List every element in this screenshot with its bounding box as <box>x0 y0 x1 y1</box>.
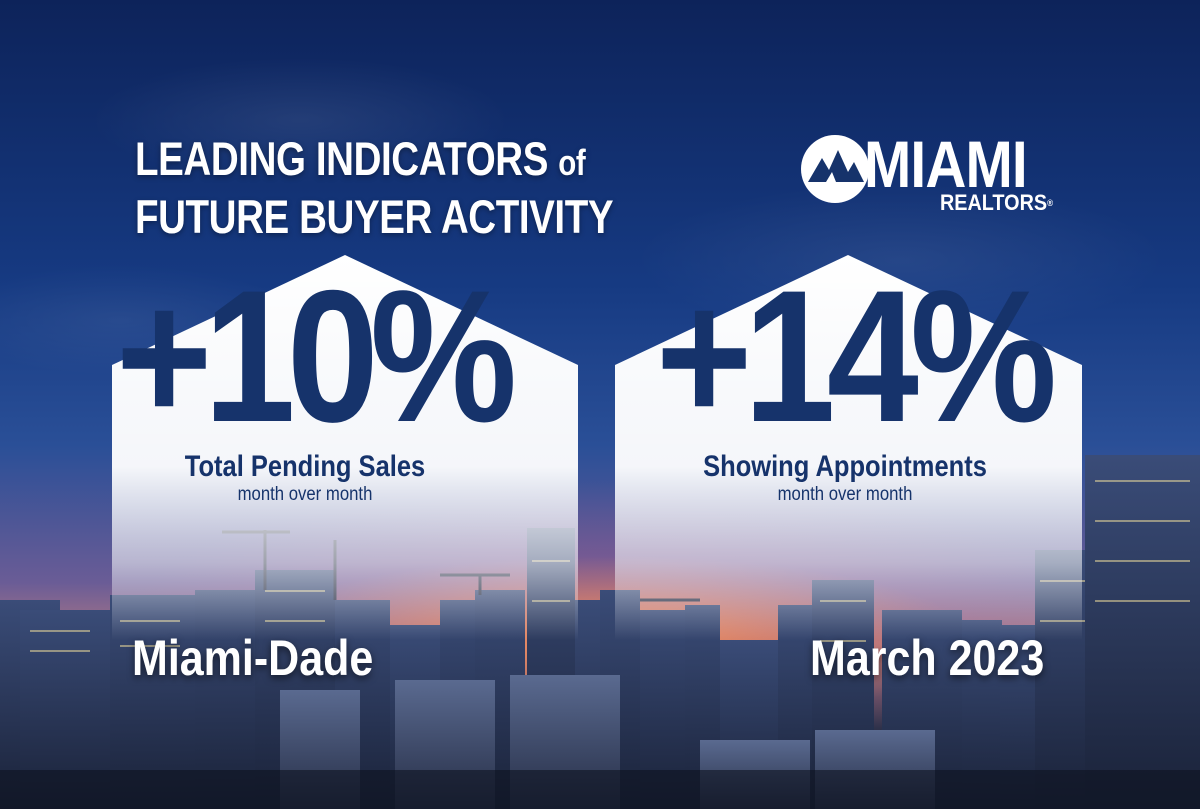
metric-value: +14% <box>655 251 1057 461</box>
metric-showing-appointments: +14% Showing Appointments month over mon… <box>630 262 1060 506</box>
headline-of: of <box>558 142 586 183</box>
location-label: Miami-Dade <box>132 630 374 686</box>
house-right <box>615 255 1082 640</box>
metric-pending-sales: +10% Total Pending Sales month over mont… <box>90 262 520 506</box>
metric-subtitle: month over month <box>237 484 373 505</box>
metric-subtitle: month over month <box>777 484 913 505</box>
period-label: March 2023 <box>810 630 1045 686</box>
house-left <box>112 255 578 640</box>
headline-line1: LEADING INDICATORS of <box>135 132 586 185</box>
headline: LEADING INDICATORS of FUTURE BUYER ACTIV… <box>135 132 614 244</box>
registered-mark: ® <box>1047 198 1054 208</box>
metric-label: Total Pending Sales <box>184 450 426 483</box>
logo-word: MIAMI <box>864 127 1028 201</box>
headline-line2: FUTURE BUYER ACTIVITY <box>135 190 614 243</box>
logo-subtitle: REALTORS® <box>940 190 1054 215</box>
miami-realtors-logo: MIAMI REALTORS® <box>798 127 1068 218</box>
metric-value: +10% <box>115 251 517 461</box>
metric-label: Showing Appointments <box>703 450 987 483</box>
realtors-logo-icon <box>801 135 869 203</box>
